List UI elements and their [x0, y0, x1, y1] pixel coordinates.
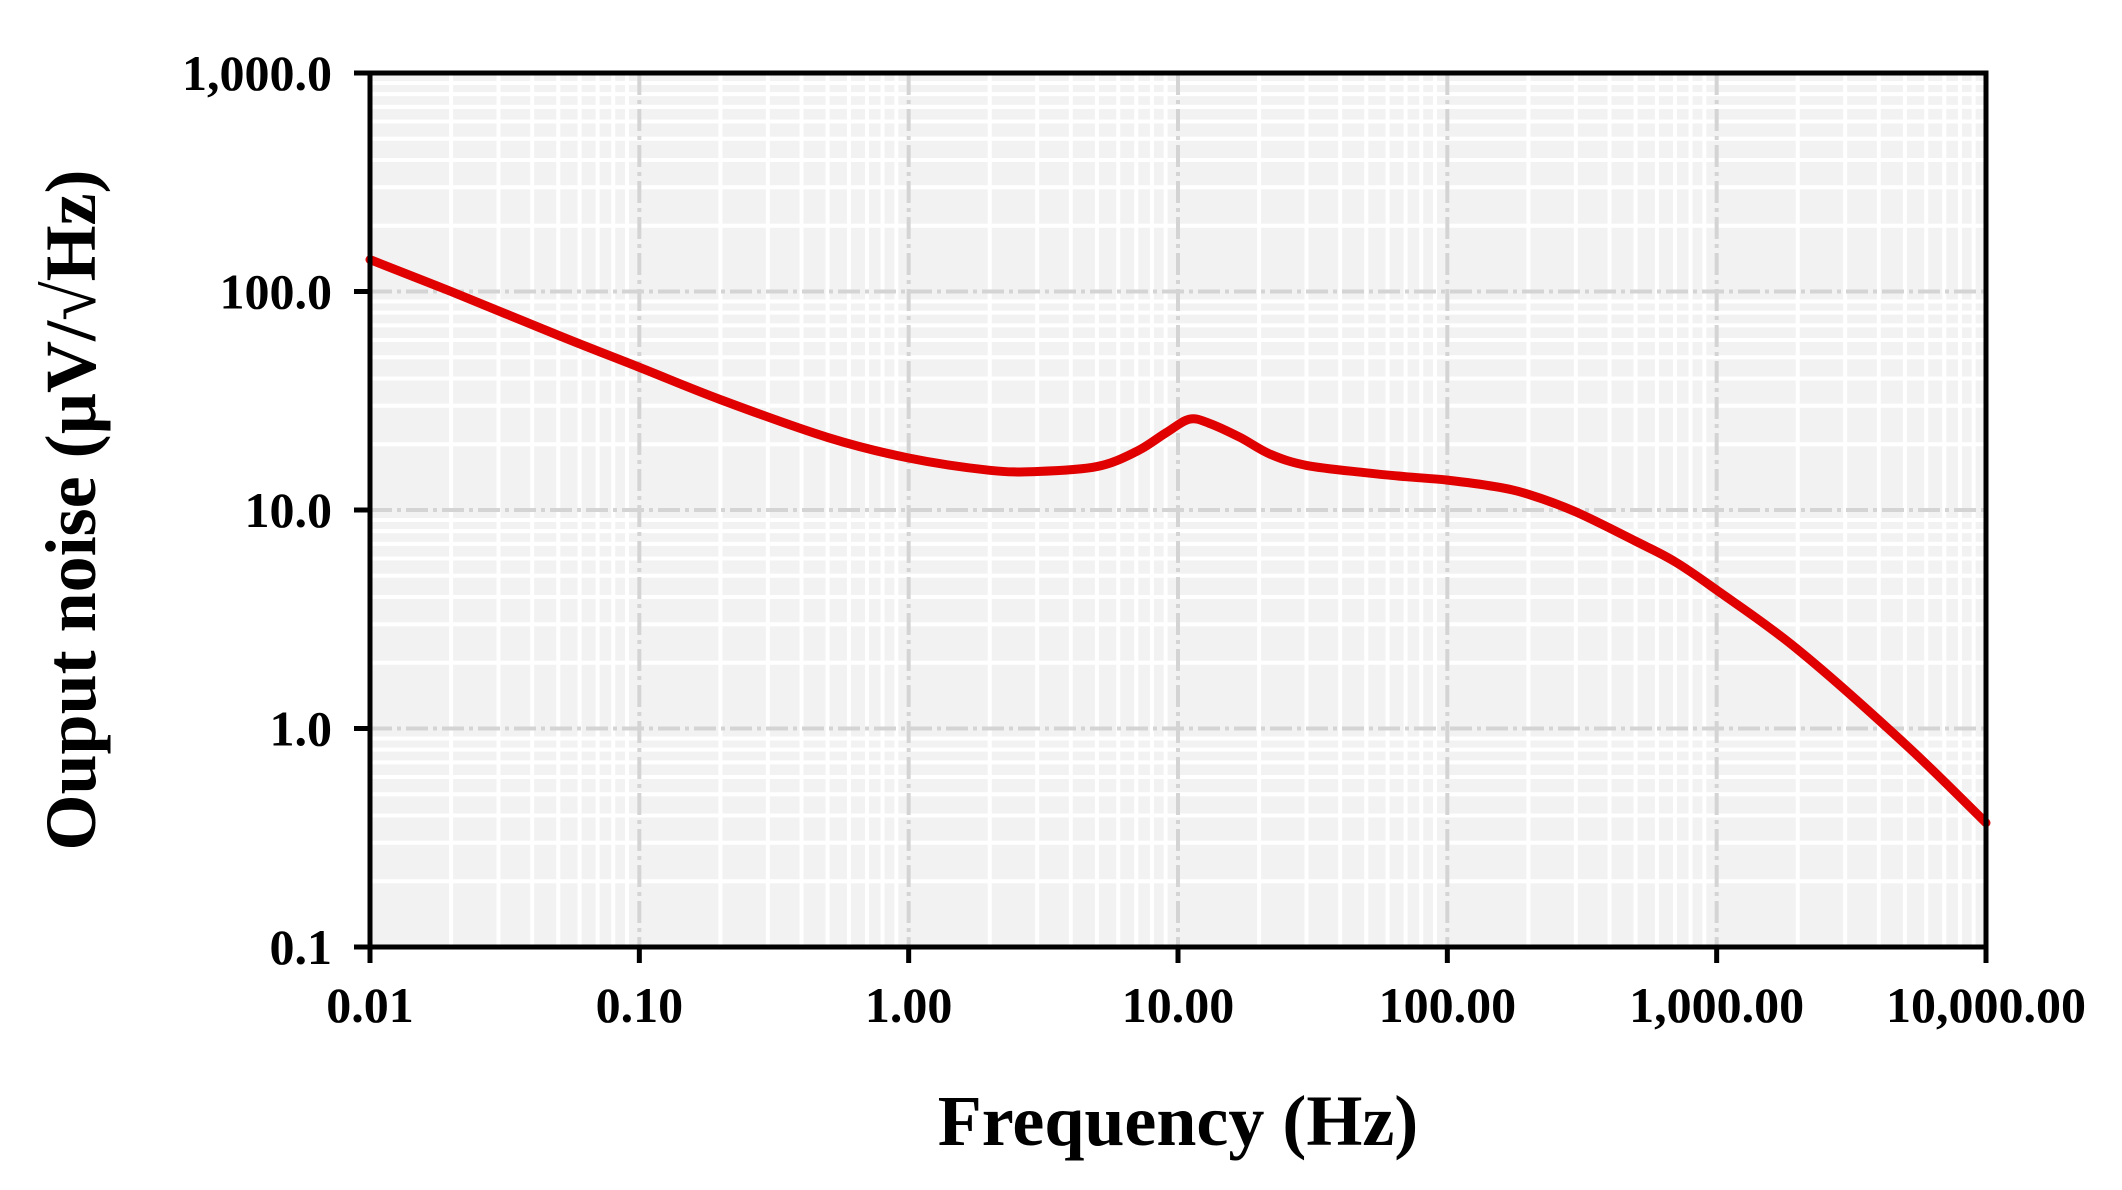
x-axis-title: Frequency (Hz)	[938, 1081, 1419, 1161]
y-tick-label: 1.0	[270, 701, 333, 757]
x-axis-ticks: 0.01 0.10 1.00 10.00 100.00 1,000.00 10,000.00	[326, 947, 2086, 1033]
y-tick-label: 0.1	[270, 919, 333, 975]
x-tick-label: 100.00	[1379, 977, 1517, 1033]
x-tick-label: 0.01	[326, 977, 414, 1033]
y-axis-title: Ouput noise (µV/√Hz)	[31, 169, 111, 850]
y-tick-label: 100.0	[220, 264, 333, 320]
x-tick-label: 10.00	[1122, 977, 1235, 1033]
x-tick-label: 1,000.00	[1629, 977, 1804, 1033]
y-tick-label: 10.0	[245, 482, 333, 538]
y-tick-label: 1,000.0	[182, 45, 332, 101]
noise-curve	[365, 255, 1991, 828]
x-tick-label: 1.00	[865, 977, 953, 1033]
x-tick-label: 0.10	[596, 977, 684, 1033]
y-axis-ticks: 0.1 1.0 10.0 100.0 1,000.0	[182, 45, 370, 975]
x-tick-label: 10,000.00	[1886, 977, 2086, 1033]
